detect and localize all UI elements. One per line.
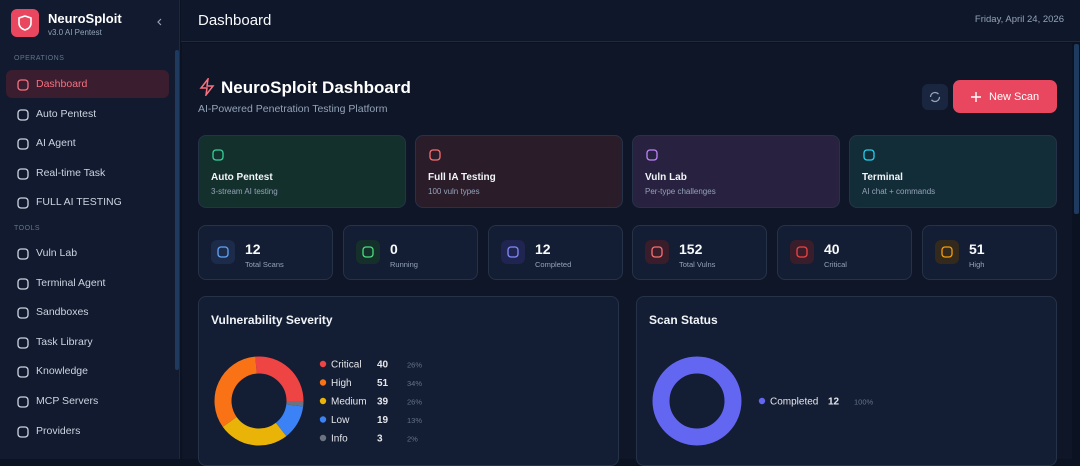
hero-icon — [198, 78, 216, 96]
refresh-icon — [922, 84, 948, 110]
icon — [862, 148, 876, 162]
nav-item[interactable]: Real-time Task — [6, 159, 169, 187]
logo — [11, 9, 39, 37]
brand: NeuroSploit — [48, 11, 122, 26]
icon — [428, 148, 442, 162]
icon — [16, 78, 30, 92]
nav-item[interactable]: Vuln Lab — [6, 239, 169, 267]
collapse-button[interactable] — [155, 17, 165, 27]
plus-icon — [971, 92, 981, 102]
quick-card[interactable]: Terminal AI chat + commands — [849, 135, 1057, 208]
nav-item[interactable]: Terminal Agent — [6, 269, 169, 297]
panel-title: Vulnerability Severity — [211, 313, 333, 327]
card-desc: AI chat + commands — [862, 187, 935, 196]
stat-value: 51 — [969, 241, 985, 257]
refresh-button[interactable] — [922, 84, 948, 110]
icon — [16, 167, 30, 181]
quick-card[interactable]: Vuln Lab Per-type challenges — [632, 135, 840, 208]
stat-icon — [501, 240, 525, 264]
stat-label: Critical — [824, 260, 847, 269]
stat-label: Completed — [535, 260, 571, 269]
sidebar: NeuroSploit v3.0 AI Pentest OPERATIONS Da… — [0, 0, 180, 459]
card-desc: 3-stream AI testing — [211, 187, 278, 196]
nav-item[interactable]: Auto Pentest — [6, 100, 169, 128]
icon — [506, 245, 520, 259]
stat-label: High — [969, 260, 984, 269]
stat-icon — [645, 240, 669, 264]
icon — [16, 395, 30, 409]
card-desc: 100 vuln types — [428, 187, 480, 196]
stat-label: Running — [390, 260, 418, 269]
stat-label: Total Scans — [245, 260, 284, 269]
stat-icon — [790, 240, 814, 264]
stat-icon — [356, 240, 380, 264]
nav-item[interactable]: Task Library — [6, 328, 169, 356]
card-title: Auto Pentest — [211, 172, 273, 183]
version: v3.0 AI Pentest — [48, 28, 102, 37]
card-desc: Per-type challenges — [645, 187, 716, 196]
nav-item[interactable]: AI Agent — [6, 129, 169, 157]
icon — [940, 245, 954, 259]
icon — [16, 425, 30, 439]
icon — [211, 148, 225, 162]
stat-label: Total Vulns — [679, 260, 715, 269]
nav-item[interactable]: Sandboxes — [6, 298, 169, 326]
stat-icon — [935, 240, 959, 264]
card-title: Terminal — [862, 172, 903, 183]
nav-item[interactable]: Providers — [6, 417, 169, 445]
icon — [216, 245, 230, 259]
hero-title: NeuroSploit Dashboard — [221, 78, 411, 98]
panel-title: Scan Status — [649, 313, 718, 327]
section-label: OPERATIONS — [14, 55, 64, 62]
icon — [16, 306, 30, 320]
icon — [361, 245, 375, 259]
nav-item[interactable]: Dashboard — [6, 70, 169, 98]
icon — [645, 148, 659, 162]
card-title: Vuln Lab — [645, 172, 687, 183]
stat-card: 0 Running — [343, 225, 478, 280]
quick-card[interactable]: Full IA Testing 100 vuln types — [415, 135, 623, 208]
scrollbar — [175, 50, 179, 370]
card-title: Full IA Testing — [428, 172, 496, 183]
nav-item[interactable]: Knowledge — [6, 357, 169, 385]
icon — [16, 247, 30, 261]
icon — [16, 137, 30, 151]
status-panel: Scan Status — [636, 296, 1057, 466]
hero-subtitle: AI-Powered Penetration Testing Platform — [198, 103, 388, 115]
stat-card: 152 Total Vulns — [632, 225, 767, 280]
scrollbar — [1074, 44, 1079, 214]
icon — [650, 245, 664, 259]
stat-card: 40 Critical — [777, 225, 912, 280]
severity-panel: Vulnerability Severity — [198, 296, 619, 466]
header-title: Dashboard — [198, 12, 271, 29]
stat-card: 12 Total Scans — [198, 225, 333, 280]
quick-card[interactable]: Auto Pentest 3-stream AI testing — [198, 135, 406, 208]
nav-item[interactable]: MCP Servers — [6, 387, 169, 415]
stat-value: 12 — [535, 241, 551, 257]
icon — [16, 365, 30, 379]
stat-card: 51 High — [922, 225, 1057, 280]
stat-value: 152 — [679, 241, 702, 257]
stat-card: 12 Completed — [488, 225, 623, 280]
topbar: Dashboard Friday, April 24, 2026 — [181, 0, 1080, 42]
button-label: New Scan — [989, 91, 1039, 103]
new-scan-button[interactable]: New Scan — [953, 80, 1057, 113]
stat-icon — [211, 240, 235, 264]
section-label: TOOLS — [14, 225, 40, 232]
icon — [16, 336, 30, 350]
nav-item[interactable]: FULL AI TESTING — [6, 188, 169, 216]
icon — [16, 108, 30, 122]
icon — [795, 245, 809, 259]
stat-value: 0 — [390, 241, 398, 257]
logo-icon — [11, 9, 39, 37]
icon — [16, 277, 30, 291]
icon — [16, 196, 30, 210]
header-date: Friday, April 24, 2026 — [975, 14, 1064, 25]
stat-value: 40 — [824, 241, 840, 257]
stat-value: 12 — [245, 241, 261, 257]
